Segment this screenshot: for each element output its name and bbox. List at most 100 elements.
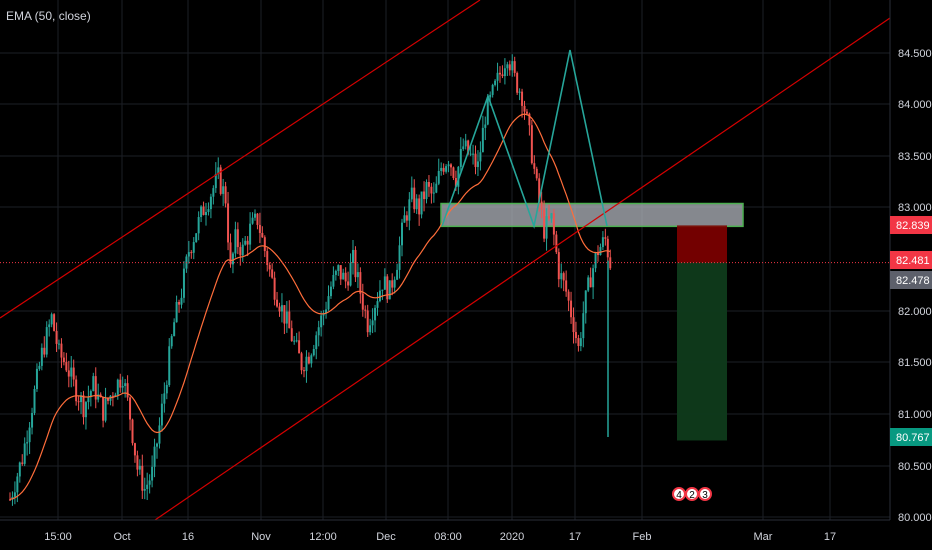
candle-body	[290, 328, 293, 342]
candle-body	[332, 274, 335, 287]
event-badge-label: 4	[676, 490, 682, 501]
candle-body	[572, 317, 575, 333]
candle-body	[454, 178, 457, 187]
price-tag-label: 82.481	[896, 255, 930, 267]
drawings[interactable]	[440, 202, 744, 441]
candle-body	[94, 376, 97, 400]
candle-body	[450, 164, 452, 168]
candle-body	[244, 240, 247, 245]
price-tag	[890, 271, 932, 289]
candle-body	[408, 199, 411, 221]
candle-body	[327, 296, 330, 310]
candle-body	[18, 462, 21, 477]
candle-body	[310, 355, 313, 364]
price-tag-label: 80.767	[896, 432, 930, 444]
x-tick-label: 2020	[500, 531, 524, 543]
candle-body	[511, 61, 514, 71]
candle-body	[182, 268, 185, 298]
event-badge-label: 3	[702, 490, 708, 501]
x-tick-label: Nov	[251, 531, 271, 543]
candle-body	[219, 167, 222, 194]
candle-body	[393, 279, 396, 288]
candle-body	[16, 476, 19, 493]
candle-body	[261, 232, 264, 238]
candle-body	[62, 357, 65, 363]
y-tick-label: 80.500	[898, 461, 932, 473]
candle-body	[258, 224, 261, 233]
candle-body	[325, 309, 328, 314]
candle-body	[156, 443, 158, 447]
candle-body	[50, 314, 53, 325]
candle-body	[513, 61, 516, 73]
candle-body	[82, 395, 85, 418]
candle-body	[530, 125, 533, 164]
candle-body	[148, 480, 151, 485]
candle-body	[141, 465, 144, 491]
candle-body	[119, 379, 122, 388]
candle-body	[285, 311, 288, 324]
y-tick-label: 84.000	[898, 99, 932, 111]
candle-body	[227, 203, 230, 243]
candle-body	[38, 365, 41, 369]
candle-body	[565, 280, 568, 292]
candle-body	[540, 201, 543, 210]
event-badge-3	[698, 487, 712, 501]
candle-body	[337, 265, 340, 271]
candle-body	[499, 72, 501, 75]
candle-body	[521, 91, 524, 106]
candle-body	[359, 272, 362, 294]
candle-body	[173, 322, 176, 337]
candle-body	[374, 307, 377, 321]
price-tag	[890, 428, 932, 446]
stop-loss-zone	[677, 225, 727, 263]
candle-body	[320, 315, 323, 328]
candle-body	[442, 167, 445, 172]
candle-body	[420, 191, 423, 215]
candle-body	[599, 247, 602, 256]
candle-body	[53, 314, 56, 331]
candle-body	[298, 340, 301, 354]
candle-body	[447, 164, 450, 167]
candle-body	[48, 324, 51, 328]
candle-body	[129, 397, 132, 420]
y-tick-label: 83.500	[898, 151, 932, 163]
candle-body	[484, 124, 487, 128]
candle-body	[528, 113, 531, 126]
candle-body	[43, 347, 46, 355]
candle-body	[489, 94, 492, 98]
candle-body	[557, 252, 560, 280]
take-profit-zone	[677, 262, 727, 441]
candle-body	[241, 244, 244, 256]
candle-body	[396, 269, 399, 280]
candle-body	[143, 488, 146, 491]
candle-body	[467, 140, 470, 154]
candle-body	[23, 443, 26, 464]
candle-body	[165, 385, 168, 394]
indicator-legend[interactable]: EMA (50, close)	[6, 9, 91, 23]
candle-body	[283, 305, 286, 324]
candle-body	[121, 386, 124, 388]
candle-body	[77, 401, 80, 403]
candle-body	[163, 393, 166, 404]
price-tag	[890, 216, 932, 234]
candle-body	[276, 299, 279, 307]
candle-body	[398, 245, 401, 270]
candle-body	[104, 398, 107, 421]
y-tick-label: 84.500	[898, 48, 932, 60]
candle-body	[354, 249, 357, 278]
candle-body	[361, 293, 364, 310]
candle-body	[40, 347, 43, 366]
candle-body	[200, 206, 203, 218]
price-tag-label: 82.478	[896, 275, 930, 287]
candle-body	[180, 297, 183, 305]
price-tag-label: 82.839	[896, 220, 930, 232]
candle-body	[525, 111, 528, 114]
candle-body	[391, 280, 394, 288]
candle-body	[236, 229, 239, 248]
ema-line	[9, 113, 611, 500]
candle-body	[445, 166, 448, 172]
